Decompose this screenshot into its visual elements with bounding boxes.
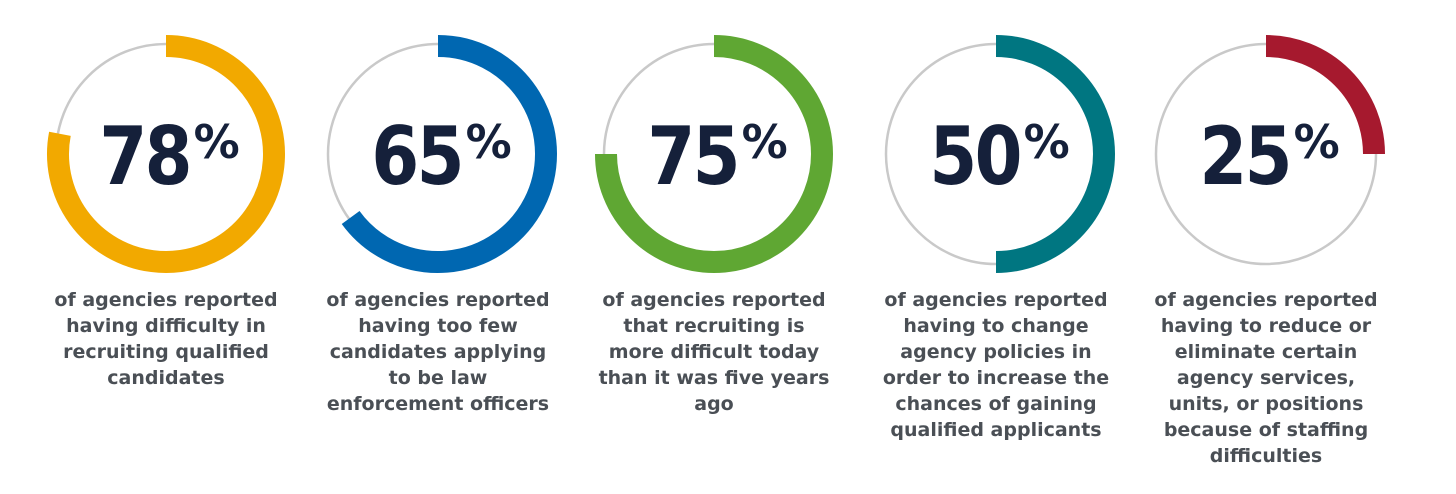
percent-number: 50 — [929, 110, 1023, 203]
stat-reduced-services: 25% of agencies reported having to reduc… — [1130, 0, 1402, 494]
percent-number: 78 — [99, 110, 193, 203]
donut-gauge — [326, 35, 557, 273]
stat-caption: of agencies reported having too few cand… — [326, 289, 550, 415]
stat-more-difficult-today: 75% of agencies reported that recruiting… — [578, 0, 850, 494]
stat-policy-changes: 50% of agencies reported having to chang… — [860, 0, 1132, 494]
donut-gauge — [884, 35, 1115, 273]
percent-value: 75% — [578, 110, 850, 203]
gauge-value-arc — [595, 35, 833, 273]
percent-value: 78% — [30, 110, 302, 203]
percent-sign: % — [465, 115, 512, 169]
donut-gauge — [595, 35, 833, 273]
percent-value: 65% — [302, 110, 574, 203]
percent-value: 50% — [860, 110, 1132, 203]
percent-sign: % — [741, 115, 788, 169]
donut-gauge — [1154, 35, 1385, 266]
percent-number: 25 — [1199, 110, 1293, 203]
percent-number: 75 — [647, 110, 741, 203]
gauge-value-arc — [995, 35, 1115, 273]
stat-recruiting-difficulty: 78% of agencies reported having difficul… — [30, 0, 302, 494]
stat-caption: of agencies reported having difficulty i… — [54, 289, 278, 389]
stat-caption: of agencies reported that recruiting is … — [598, 289, 830, 415]
percent-sign: % — [193, 115, 240, 169]
stat-too-few-candidates: 65% of agencies reported having too few … — [302, 0, 574, 494]
percent-value: 25% — [1130, 110, 1402, 203]
percent-sign: % — [1023, 115, 1070, 169]
donut-gauge — [47, 35, 285, 273]
gauge-value-arc — [341, 35, 557, 273]
gauge-value-arc — [47, 35, 285, 273]
percent-sign: % — [1293, 115, 1340, 169]
stat-caption: of agencies reported having to reduce or… — [1154, 289, 1378, 467]
percent-number: 65 — [371, 110, 465, 203]
gauge-value-arc — [1265, 35, 1385, 155]
stat-caption: of agencies reported having to change ag… — [882, 289, 1110, 441]
